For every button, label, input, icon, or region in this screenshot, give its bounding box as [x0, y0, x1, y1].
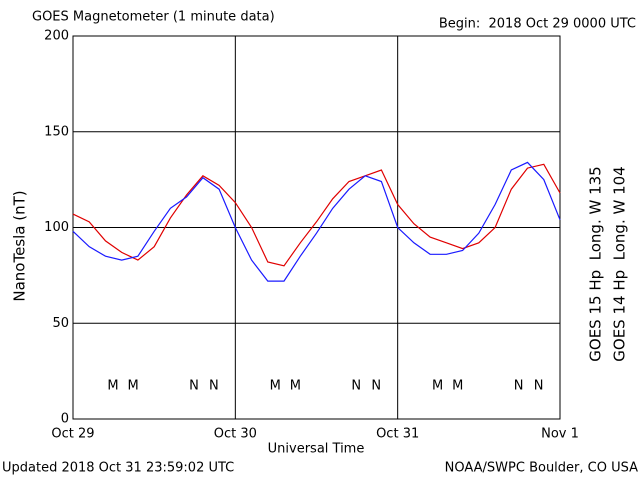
series-line: [72, 163, 561, 267]
footer-right: NOAA/SWPC Boulder, CO USA: [445, 461, 638, 476]
chart-subtitle: Begin: 2018 Oct 29 0000 UTC: [439, 17, 636, 32]
legend-entry: GOES 15 Hp Long. W 135: [587, 166, 605, 361]
x-tick-label: Oct 29: [51, 427, 94, 442]
y-tick-label: 50: [52, 316, 69, 331]
series-line: [72, 161, 561, 282]
time-marker: N: [209, 379, 219, 394]
x-tick-label: Nov 1: [541, 427, 579, 442]
footer-left: Updated 2018 Oct 31 23:59:02 UTC: [2, 461, 234, 476]
y-axis-label: NanoTesla (nT): [11, 190, 29, 301]
y-tick-label: 0: [61, 412, 69, 427]
time-marker: M: [452, 379, 463, 394]
chart-title: GOES Magnetometer (1 minute data): [32, 10, 275, 25]
time-marker: M: [290, 379, 301, 394]
time-marker: M: [127, 379, 138, 394]
time-marker: N: [534, 379, 544, 394]
y-tick-label: 200: [44, 29, 69, 44]
time-marker: M: [270, 379, 281, 394]
x-axis-label: Universal Time: [268, 442, 365, 457]
time-marker: M: [107, 379, 118, 394]
time-marker: N: [371, 379, 381, 394]
time-marker: N: [351, 379, 361, 394]
legend-entry: GOES 14 Hp Long. W 104: [611, 166, 629, 361]
x-tick-label: Oct 30: [214, 427, 257, 442]
y-tick-label: 100: [44, 220, 69, 235]
time-marker: N: [514, 379, 524, 394]
y-tick-label: 150: [44, 124, 69, 139]
x-tick-label: Oct 31: [376, 427, 419, 442]
time-marker: N: [189, 379, 199, 394]
time-marker: M: [432, 379, 443, 394]
